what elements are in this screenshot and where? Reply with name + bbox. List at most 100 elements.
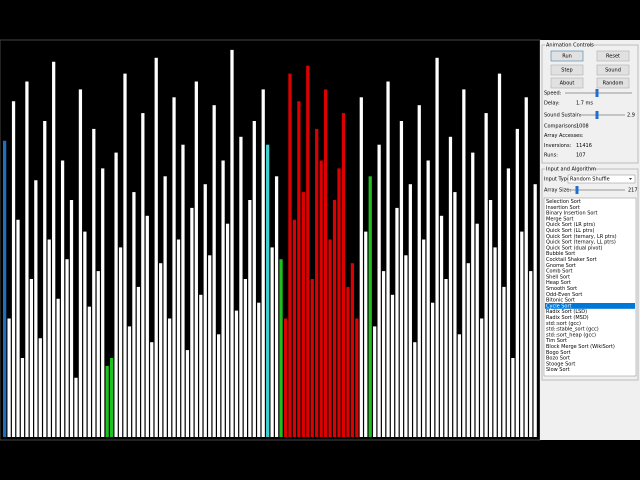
button[interactable] bbox=[596, 77, 630, 89]
algorithm-item[interactable]: Slow Sort bbox=[546, 367, 570, 373]
value: 217 bbox=[628, 188, 638, 194]
bar bbox=[533, 184, 537, 437]
algorithm-item[interactable]: Bogo Sort bbox=[546, 350, 571, 356]
algorithm-item[interactable]: Quick Sort (ternary, LR ptrs) bbox=[546, 234, 617, 240]
bar bbox=[404, 255, 408, 437]
bar bbox=[350, 263, 355, 437]
bar bbox=[484, 113, 488, 437]
bar bbox=[292, 219, 297, 437]
algorithm-item[interactable]: Radix Sort (LSD) bbox=[546, 309, 587, 315]
bar bbox=[524, 97, 528, 438]
group-title-bg bbox=[545, 42, 587, 48]
stat-value: 11416 bbox=[576, 143, 592, 149]
group-title: Input and Algorithm bbox=[546, 167, 596, 173]
bar bbox=[417, 105, 421, 437]
bar bbox=[141, 113, 145, 437]
algorithm-item[interactable]: Comb Sort bbox=[546, 269, 572, 275]
button[interactable] bbox=[550, 77, 584, 89]
bar bbox=[150, 342, 154, 437]
bar bbox=[132, 192, 136, 437]
bar bbox=[270, 247, 274, 437]
algorithm-item[interactable]: Quick Sort (dual pivot) bbox=[546, 245, 602, 251]
bar bbox=[243, 279, 248, 437]
bar bbox=[154, 57, 158, 438]
button[interactable] bbox=[596, 64, 630, 76]
stat-label: Array Accesses: bbox=[544, 133, 584, 139]
bar bbox=[457, 334, 462, 437]
algorithm-item[interactable]: Cycle Sort bbox=[546, 303, 572, 309]
bar bbox=[332, 200, 337, 437]
bar bbox=[399, 121, 404, 437]
bar bbox=[181, 144, 185, 437]
algorithm-item[interactable]: Merge Sort bbox=[546, 216, 573, 222]
bar bbox=[118, 247, 123, 437]
bar bbox=[252, 121, 256, 437]
bar bbox=[221, 160, 225, 437]
algorithm-item[interactable]: Bozo Sort bbox=[546, 356, 570, 362]
algorithm-item[interactable]: Gnome Sort bbox=[546, 263, 576, 269]
stat-value: 1008 bbox=[576, 124, 589, 130]
bar bbox=[337, 168, 341, 437]
button[interactable] bbox=[596, 50, 630, 62]
algorithm-item[interactable]: Quick Sort (LL ptrs) bbox=[546, 228, 594, 234]
bar bbox=[431, 302, 435, 437]
algorithm-item[interactable]: std::sort_heap (gcc) bbox=[546, 332, 596, 338]
bar bbox=[167, 318, 172, 437]
bar bbox=[488, 200, 493, 437]
bar bbox=[471, 152, 475, 437]
algorithm-item[interactable]: std::sort (gcc) bbox=[546, 321, 581, 327]
bar bbox=[306, 65, 310, 437]
bar bbox=[453, 192, 457, 437]
algorithm-item[interactable]: Radix Sort (MSD) bbox=[546, 315, 589, 321]
slider-thumb[interactable] bbox=[575, 186, 579, 194]
bar bbox=[502, 286, 506, 437]
algorithm-item[interactable]: Tim Sort bbox=[545, 338, 567, 344]
bar bbox=[203, 184, 207, 437]
bar bbox=[87, 306, 91, 437]
algorithm-item[interactable]: Shell Sort bbox=[546, 274, 570, 280]
algorithm-item[interactable]: Stooge Sort bbox=[546, 361, 575, 367]
algorithm-item[interactable]: Block Merge Sort (WikiSort) bbox=[546, 344, 615, 350]
bar bbox=[288, 73, 292, 437]
bar bbox=[368, 176, 372, 438]
bar bbox=[60, 160, 65, 437]
bar bbox=[25, 81, 29, 437]
label: Speed: bbox=[544, 91, 562, 97]
algorithm-item[interactable]: Smooth Sort bbox=[546, 286, 577, 292]
algorithm-item[interactable]: Quick Sort (ternary, LL ptrs) bbox=[546, 240, 616, 246]
bar bbox=[359, 97, 363, 438]
algorithm-item[interactable]: Bubble Sort bbox=[546, 251, 575, 257]
algorithm-item[interactable]: Insertion Sort bbox=[546, 205, 580, 211]
algorithm-item[interactable]: Heap Sort bbox=[546, 280, 571, 286]
algorithm-item[interactable]: std::stable_sort (gcc) bbox=[546, 327, 599, 333]
bar bbox=[439, 215, 444, 437]
dropdown[interactable] bbox=[567, 174, 636, 184]
bar bbox=[301, 192, 305, 437]
button[interactable] bbox=[550, 50, 584, 62]
bar bbox=[74, 377, 78, 437]
bar bbox=[47, 239, 51, 437]
slider-thumb[interactable] bbox=[595, 111, 599, 119]
algorithm-item[interactable]: Odd-Even Sort bbox=[546, 292, 582, 298]
algorithm-item[interactable]: Binary Insertion Sort bbox=[546, 211, 597, 217]
bar bbox=[506, 168, 511, 437]
bar bbox=[217, 334, 221, 437]
bar bbox=[497, 73, 502, 437]
algorithm-item[interactable]: Selection Sort bbox=[546, 199, 581, 205]
stat-label: Runs: bbox=[544, 153, 558, 159]
bar bbox=[435, 57, 439, 438]
bar bbox=[493, 247, 497, 437]
bar bbox=[377, 144, 381, 437]
bar bbox=[43, 121, 47, 437]
bar bbox=[283, 318, 288, 437]
algorithm-item[interactable]: Cocktail Shaker Sort bbox=[546, 257, 597, 263]
algorithm-item[interactable]: Quick Sort (LR ptrs) bbox=[546, 222, 595, 228]
button[interactable] bbox=[550, 64, 584, 76]
bar bbox=[176, 239, 181, 437]
bar bbox=[96, 271, 100, 437]
slider-thumb[interactable] bbox=[595, 89, 599, 97]
algorithm-item[interactable]: Bitonic Sort bbox=[546, 298, 575, 304]
bar bbox=[413, 342, 417, 437]
